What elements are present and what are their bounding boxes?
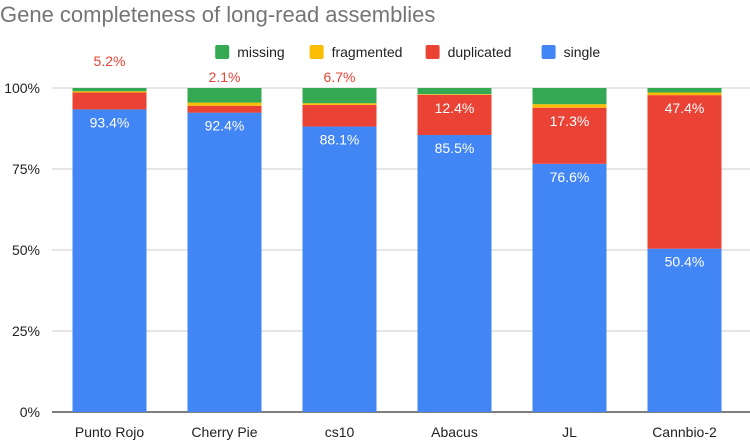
legend-item-fragmented: fragmented [309,44,403,60]
bar-segment-fragmented [647,92,722,96]
bar-segment-missing [187,88,262,103]
bar-stack-jl: 76.6% 17.3% [532,88,607,412]
data-label-single: 88.1% [320,132,360,148]
legend-label: fragmented [332,44,403,60]
y-axis: 0% 25% 50% 75% 100% [4,80,40,420]
bar-stack-cherry-pie: 92.4% 2.1% [187,69,262,413]
data-label-single: 92.4% [205,118,245,134]
bar-stack-cs10: 88.1% 6.7% [302,69,377,412]
data-label-single: 85.5% [435,140,475,156]
legend-swatch [309,45,324,59]
bar-segment-fragmented [532,104,607,108]
y-tick-label: 75% [12,161,40,177]
bar-segment-missing [72,88,147,92]
legend-label: missing [237,44,284,60]
data-label-single: 76.6% [550,169,590,185]
legend-swatch [215,45,230,59]
x-tick-label: Punto Rojo [75,424,144,440]
data-label-duplicated: 5.2% [94,53,126,69]
data-label-duplicated: 17.3% [550,113,590,129]
bar-segment-duplicated [532,107,607,164]
bar-segment-missing [417,88,492,95]
bar-segment-fragmented [187,102,262,106]
data-label-duplicated: 6.7% [324,69,356,85]
bar-segment-duplicated [72,92,147,110]
legend-label: duplicated [448,44,512,60]
bar-segment-duplicated [187,105,262,113]
bar-segment-single [187,112,262,413]
chart-legend: missing fragmented duplicated single [215,44,600,60]
bar-segment-duplicated [302,104,377,127]
bar-segment-missing [647,88,722,93]
bar-segment-single [647,248,722,412]
legend-item-missing: missing [215,44,285,60]
bar-stack-abacus: 85.5% 12.4% [417,88,492,413]
data-label-single: 93.4% [90,114,130,130]
x-tick-label: Cannbio-2 [652,424,717,440]
legend-item-single: single [541,44,601,60]
data-label-single: 50.4% [665,254,705,270]
legend-swatch [425,45,440,59]
x-tick-label: Abacus [431,424,478,440]
bar-segment-duplicated [647,95,722,249]
bar-segment-fragmented [417,94,492,95]
y-tick-label: 50% [12,242,40,258]
data-label-duplicated: 47.4% [665,100,705,116]
legend-item-duplicated: duplicated [425,44,512,60]
bar-segment-fragmented [72,91,147,93]
data-label-duplicated: 2.1% [209,69,241,85]
bar-segment-single [72,109,147,412]
y-tick-label: 0% [20,404,40,420]
legend-label: single [564,44,601,60]
x-tick-label: cs10 [325,424,355,440]
x-tick-label: Cherry Pie [191,424,257,440]
bar-segment-single [302,126,377,412]
bar-segment-duplicated [417,94,492,135]
bar-segment-fragmented [302,103,377,105]
y-tick-label: 100% [4,80,40,96]
bar-stack-cannbio-2: 50.4% 47.4% [647,88,722,412]
chart-gridlines [52,87,750,413]
bar-segment-missing [302,88,377,104]
y-tick-label: 25% [12,323,40,339]
chart-title: Gene completeness of long-read assemblie… [0,2,435,27]
bar-stack-punto-rojo: 93.4% 5.2% [72,53,147,412]
bar-segment-single [532,163,607,412]
data-label-duplicated: 12.4% [435,100,475,116]
x-axis: Punto Rojo Cherry Pie cs10 Abacus JL Cannbio-… [75,424,717,440]
x-tick-label: JL [562,424,577,440]
bar-segment-single [417,134,492,413]
chart-bars: 93.4% 5.2% 92.4% 2.1% 88.1% 6.7% 85.5% 12.4% 76.… [72,53,722,413]
bar-segment-missing [532,88,607,105]
legend-swatch [541,45,556,59]
